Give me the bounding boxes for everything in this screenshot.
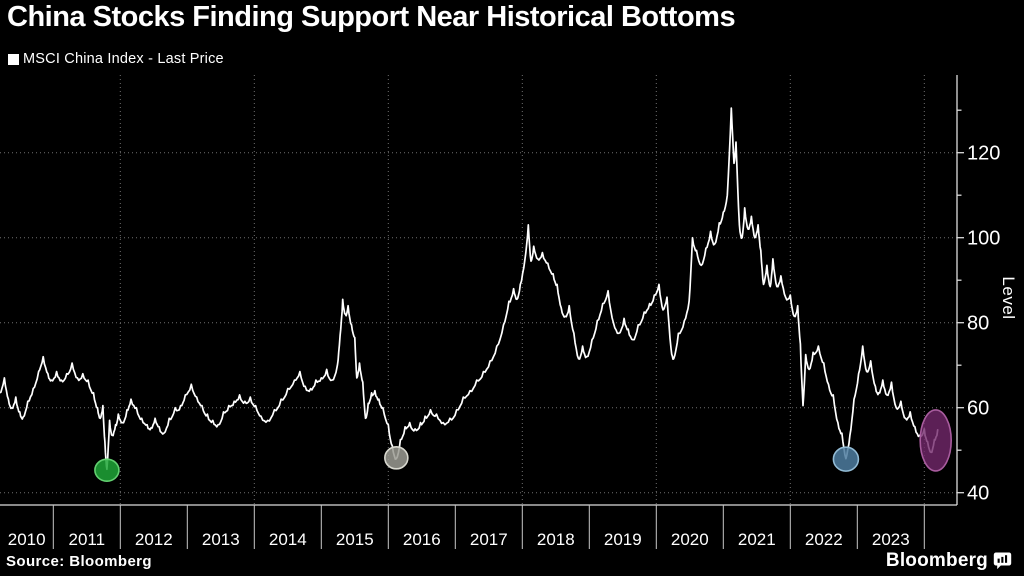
annotation-current-support (919, 409, 952, 472)
chart-title: China Stocks Finding Support Near Histor… (7, 1, 736, 33)
source-credit: Source: Bloomberg (6, 553, 152, 570)
x-tick-label: 2015 (336, 530, 374, 549)
series-line (0, 107, 939, 471)
y-tick-label: 80 (967, 313, 989, 335)
x-tick-label: 2023 (872, 530, 910, 549)
annotation-feb-2016-low (384, 446, 409, 470)
x-tick-label: 2012 (135, 530, 173, 549)
bloomberg-wordmark: Bloomberg (885, 550, 988, 571)
y-tick-label: 100 (967, 228, 1000, 250)
y-tick-label: 120 (967, 143, 1000, 165)
x-tick-label: 2013 (202, 530, 240, 549)
x-tick-label: 2016 (403, 530, 441, 549)
y-axis-title: Level (999, 276, 1018, 320)
x-tick-label: 2017 (470, 530, 508, 549)
legend-label: MSCI China Index - Last Price (23, 51, 224, 67)
x-tick-label: 2010 (8, 530, 46, 549)
annotation-oct-2022-low (832, 446, 860, 472)
x-tick-label: 2020 (671, 530, 709, 549)
y-tick-label: 60 (967, 398, 989, 420)
x-tick-label: 2022 (805, 530, 843, 549)
x-tick-label: 2019 (604, 530, 642, 549)
x-tick-label: 2021 (738, 530, 776, 549)
x-tick-label: 2011 (69, 530, 106, 549)
x-tick-label: 2018 (537, 530, 575, 549)
legend-swatch-icon (8, 53, 19, 65)
bloomberg-branding: Bloomberg (886, 550, 1012, 572)
x-tick-label: 2014 (269, 530, 307, 549)
legend: MSCI China Index - Last Price (8, 51, 224, 67)
y-tick-label: 40 (967, 483, 989, 505)
annotation-oct-2011-low (94, 458, 120, 482)
bloomberg-terminal-icon (993, 552, 1012, 570)
